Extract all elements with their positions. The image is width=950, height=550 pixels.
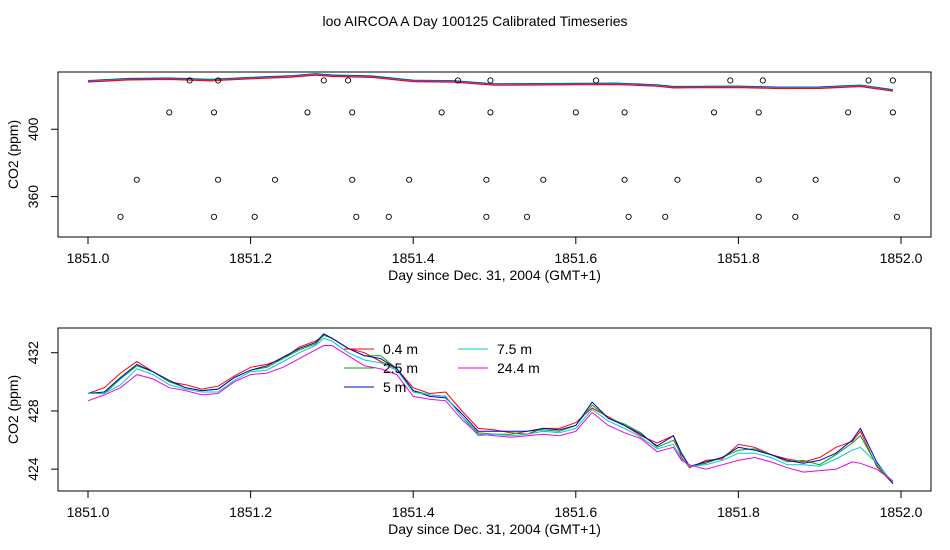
data-point [889,77,896,84]
data-point [845,109,852,116]
data-point [483,176,490,183]
data-point [215,77,222,84]
legend-label: 0.4 m [383,341,418,357]
data-point [540,176,547,183]
y-tick-label: 428 [25,399,41,423]
data-point [893,213,900,220]
data-point [621,109,628,116]
x-tick-label: 1852.0 [880,504,923,520]
data-point [792,213,799,220]
data-point [893,176,900,183]
bottom-panel: 1851.0 1851.2 1851.4 1851.6 1851.8 1852.0 424 4… [5,327,932,537]
x-tick-label: 1851.2 [229,250,272,266]
legend-label: 5 m [383,379,406,395]
data-point [304,109,311,116]
data-point [345,77,352,84]
x-axis-label: Day since Dec. 31, 2004 (GMT+1) [388,521,601,537]
top-panel: 1851.0 1851.2 1851.4 1851.6 1851.8 1852.0 360 4… [5,71,932,283]
x-tick-label: 1851.4 [392,504,435,520]
data-point [483,213,490,220]
data-point [166,109,173,116]
y-tick-label: 360 [25,185,41,209]
series-line-7-5-m [88,337,894,483]
data-point [251,213,258,220]
x-tick-label: 1851.8 [717,250,760,266]
legend-label: 2.5 m [383,360,418,376]
figure-title: loo AIRCOA A Day 100125 Calibrated Times… [322,13,627,29]
data-point [674,176,681,183]
series-line-0-4-m [87,334,894,485]
data-point [385,213,392,220]
data-point [710,109,718,116]
data-point [320,77,327,84]
data-point [271,176,279,183]
data-point [215,176,222,183]
data-point [353,213,360,220]
data-point [487,109,494,116]
data-point [133,176,140,183]
data-point [349,176,356,183]
x-tick-label: 1851.0 [67,250,110,266]
data-point [523,213,531,220]
x-tick-label: 1851.2 [229,504,272,520]
data-point [487,77,494,84]
data-point [572,109,579,116]
data-point [454,77,461,84]
x-tick-label: 1851.6 [554,504,597,520]
plot-frame [57,71,932,238]
data-point [117,213,124,220]
data-point [865,77,872,84]
plot-frame [57,327,932,492]
x-tick-label: 1851.4 [392,250,435,266]
data-point [593,77,600,84]
data-point [755,176,762,183]
data-point [621,176,628,183]
data-point [625,213,632,220]
data-point [210,213,218,220]
y-tick-label: 400 [25,117,41,141]
y-tick-label: 424 [25,457,41,481]
data-point [662,213,669,220]
x-axis-label: Day since Dec. 31, 2004 (GMT+1) [388,267,601,283]
data-point [349,109,356,116]
y-tick-label: 432 [25,341,41,365]
data-point [210,109,218,116]
x-tick-label: 1851.0 [67,504,110,520]
data-point [438,109,445,116]
legend-label: 24.4 m [497,360,540,376]
y-axis-label: CO2 (ppm) [5,375,21,444]
x-tick-label: 1852.0 [880,250,923,266]
data-point [812,176,819,183]
top-series-line [87,74,893,92]
legend-label: 7.5 m [497,341,532,357]
data-point [755,213,762,220]
data-point [406,176,413,183]
y-axis-label: CO2 (ppm) [5,120,21,189]
data-point [186,77,193,84]
series-line-2-5-m [88,334,894,485]
x-tick-label: 1851.6 [554,250,597,266]
data-point [759,77,766,84]
series-line-5-m [87,333,894,484]
series-line-24-4-m [87,345,894,482]
data-point [755,109,762,116]
data-point [889,109,896,116]
x-tick-label: 1851.8 [717,504,760,520]
data-point [727,77,734,84]
